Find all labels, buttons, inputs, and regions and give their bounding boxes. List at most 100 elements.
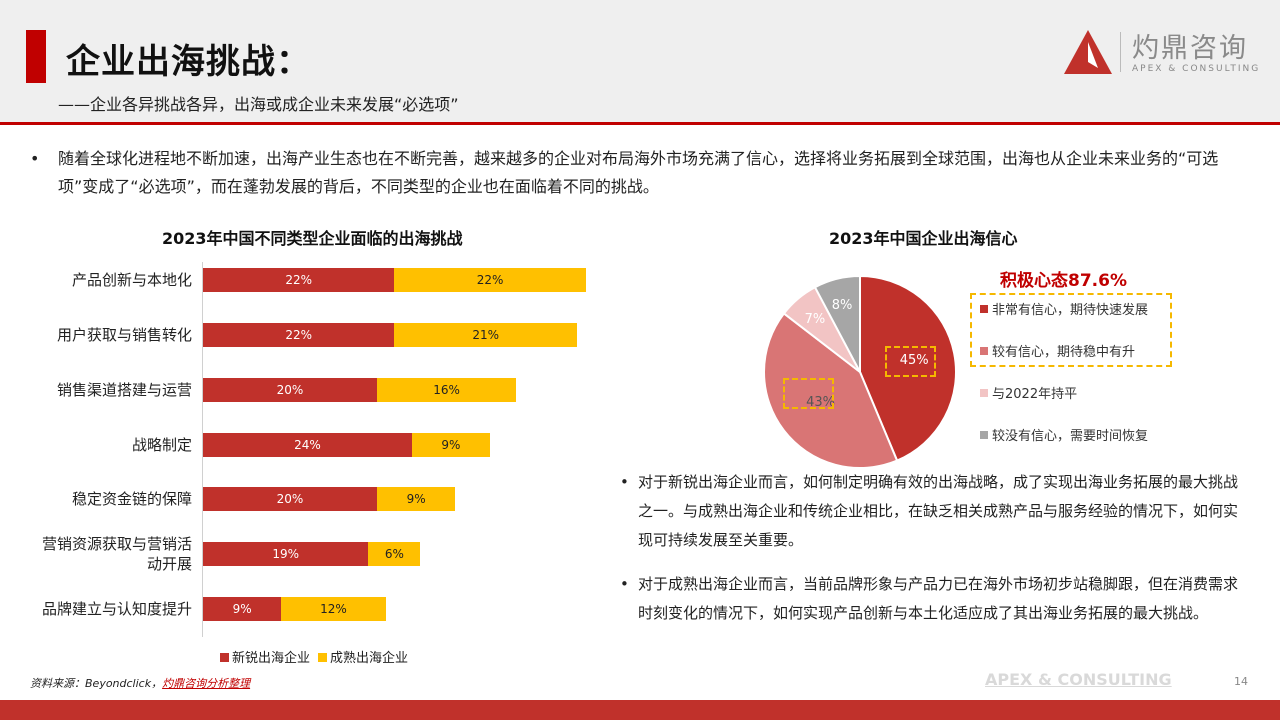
bullet-dot: • [620, 575, 629, 593]
pie-legend-item: 较有信心，期待稳中有升 [980, 341, 1135, 360]
pie-slice [813, 274, 861, 373]
legend-swatch-red [220, 653, 229, 662]
page-title: 企业出海挑战： [66, 42, 311, 82]
category-label-line: 用户获取与销售转化 [56, 326, 192, 344]
bar-series-1: 19% [203, 542, 369, 566]
legend-label: 较没有信心，需要时间恢复 [992, 429, 1149, 444]
bar-series-2: 12% [281, 597, 386, 621]
source-note: 资料来源：Beyondclick，灼鼎咨询分析整理 [30, 675, 250, 691]
bar-series-1: 22% [203, 268, 395, 292]
pie-slice-label: 7% [804, 311, 826, 327]
category-label-line: 稳定资金链的保障 [71, 490, 192, 508]
category-label: 用户获取与销售转化 [10, 325, 192, 345]
triangle-logo-icon [1064, 30, 1112, 74]
source-link[interactable]: 灼鼎咨询分析整理 [162, 677, 251, 690]
header-band [0, 0, 1280, 122]
bar-series-2: 9% [377, 487, 456, 511]
bar-series-1: 20% [203, 378, 377, 402]
bullet-text: 对于新锐出海企业而言，如何制定明确有效的出海战略，成了实现出海业务拓展的最大挑战… [638, 473, 1239, 549]
bar-value-label: 6% [384, 547, 404, 561]
bar-series-1: 22% [203, 323, 395, 347]
bar-value-label: 9% [232, 602, 252, 616]
category-label: 稳定资金链的保障 [10, 489, 192, 509]
pie-chart [763, 274, 957, 469]
category-label: 品牌建立与认知度提升 [10, 599, 192, 619]
bar-value-label: 20% [276, 492, 304, 506]
category-label-line: 品牌建立与认知度提升 [41, 600, 192, 618]
category-label-line: 产品创新与本地化 [71, 271, 192, 289]
bullet-point-2: • 对于成熟出海企业而言，当前品牌形象与产品力已在海外市场初步站稳脚跟，但在消费… [620, 570, 1240, 660]
bar-series-2: 16% [377, 378, 517, 402]
pie-slice [763, 312, 899, 469]
legend-swatch [980, 430, 988, 439]
pie-highlight-box-43 [783, 378, 834, 409]
pie-slice-label: 8% [831, 297, 853, 313]
legend-label: 较有信心，期待稳中有升 [992, 345, 1136, 360]
company-logo: 灼鼎咨询 APEX & CONSULTING [1062, 28, 1262, 78]
category-label-line: 战略制定 [131, 436, 192, 454]
bar-value-label: 20% [276, 383, 304, 397]
page-number: 14 [1234, 675, 1248, 688]
pie-slice-label: 43% [806, 395, 836, 411]
bar-chart-title: 2023年中国不同类型企业面临的出海挑战 [162, 229, 463, 248]
legend-swatch-yellow [318, 653, 328, 662]
pie-slice [859, 274, 957, 462]
category-label: 产品创新与本地化 [10, 270, 192, 290]
logo-english-name: APEX & CONSULTING [1132, 64, 1261, 74]
legend-swatch [980, 388, 988, 397]
legend-label: 与2022年持平 [992, 387, 1078, 402]
pie-legend-item: 非常有信心，期待快速发展 [980, 299, 1148, 318]
pie-highlight-box-45 [885, 346, 936, 377]
bar-value-label: 9% [441, 438, 461, 452]
bar-value-label: 22% [285, 273, 313, 287]
source-prefix: 资料来源：Beyondclick， [30, 677, 163, 690]
bar-value-label: 12% [320, 602, 347, 616]
category-label: 营销资源获取与营销活 动开展 [10, 534, 192, 574]
positive-attitude-label: 积极心态87.6% [1000, 271, 1127, 291]
bar-value-label: 9% [406, 492, 426, 506]
legend-item-series-2: 成熟出海企业 [318, 647, 408, 666]
header-divider [0, 122, 1280, 125]
pie-chart-title: 2023年中国企业出海信心 [829, 229, 1018, 248]
legend-label-series-1: 新锐出海企业 [232, 651, 311, 666]
bar-series-1: 20% [203, 487, 377, 511]
bullet-dot: • [620, 473, 629, 491]
bar-chart-axis [202, 262, 203, 637]
bar-series-2: 9% [411, 433, 491, 457]
pie-slice-label: 45% [899, 352, 929, 368]
bullet-dot: • [30, 149, 40, 168]
bar-value-label: 22% [476, 273, 504, 287]
bar-series-2: 6% [368, 542, 421, 566]
bullet-text: 对于成熟出海企业而言，当前品牌形象与产品力已在海外市场初步站稳脚跟，但在消费需求… [638, 575, 1239, 622]
legend-label-series-2: 成熟出海企业 [330, 651, 409, 666]
bar-value-label: 22% [285, 328, 313, 342]
bar-value-label: 19% [272, 547, 299, 561]
pie-legend-item: 较没有信心，需要时间恢复 [980, 425, 1148, 444]
legend-swatch [980, 304, 988, 313]
bar-series-2: 22% [394, 268, 586, 292]
bar-series-2: 21% [394, 323, 578, 347]
bar-value-label: 16% [433, 383, 460, 397]
bar-value-label: 24% [294, 438, 321, 452]
footer-bar [0, 700, 1280, 720]
page-subtitle: ——企业各异挑战各异，出海或成企业未来发展“必选项” [58, 95, 459, 114]
logo-separator [1120, 32, 1121, 72]
intro-text: 随着全球化进程地不断加速，出海产业生态也在不断完善，越来越多的企业对布局海外市场… [58, 149, 1219, 196]
bullet-point-1: • 对于新锐出海企业而言，如何制定明确有效的出海战略，成了实现出海业务拓展的最大… [620, 468, 1240, 558]
logo-chinese-name: 灼鼎咨询 [1132, 33, 1248, 64]
legend-swatch [980, 346, 988, 355]
title-accent-bar [26, 30, 46, 83]
pie-legend-highlight-box [970, 293, 1172, 367]
category-label-line: 营销资源获取与营销活 [41, 535, 192, 553]
category-label: 销售渠道搭建与运营 [10, 380, 192, 400]
category-label: 战略制定 [10, 435, 192, 455]
bar-series-1: 24% [203, 433, 412, 457]
bar-value-label: 21% [472, 328, 500, 342]
legend-item-series-1: 新锐出海企业 [220, 647, 310, 666]
footer-watermark: APEX & CONSULTING [985, 670, 1172, 689]
pie-legend-item: 与2022年持平 [980, 383, 1077, 402]
bar-series-1: 9% [203, 597, 282, 621]
category-label-line: 销售渠道搭建与运营 [56, 381, 192, 399]
bar-chart-legend: 新锐出海企业 成熟出海企业 [220, 647, 408, 666]
legend-label: 非常有信心，期待快速发展 [992, 303, 1149, 318]
